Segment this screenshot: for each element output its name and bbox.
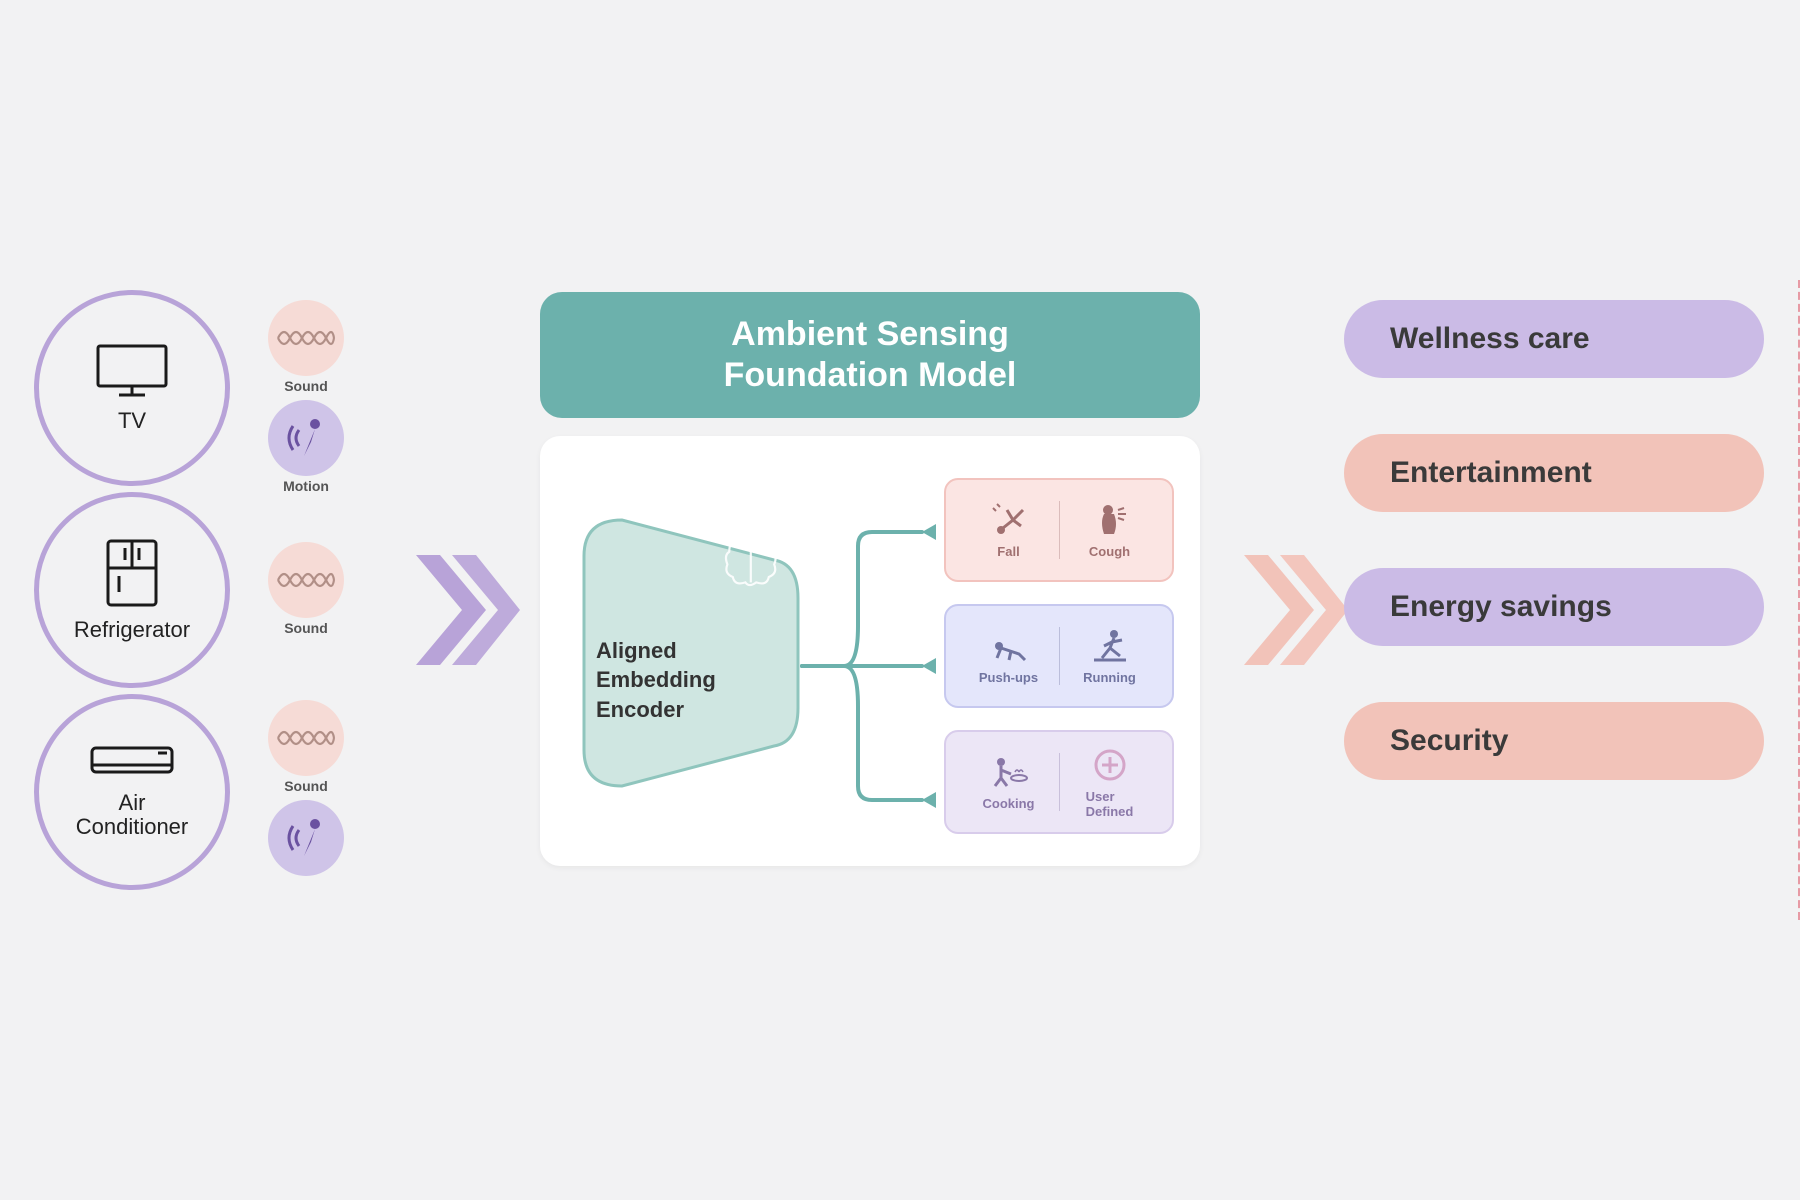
signal-sound [268, 542, 344, 618]
signal-motion [268, 400, 344, 476]
signal-sound-label: Sound [266, 778, 346, 794]
fridge-icon [105, 538, 159, 608]
model-title: Ambient Sensing Foundation Model [540, 292, 1200, 418]
activity-custom: Cooking User Defined [944, 730, 1174, 834]
soundwave-icon [276, 724, 336, 752]
divider [1059, 501, 1060, 559]
divider [1059, 627, 1060, 685]
activity-fitness: Push-ups Running [944, 604, 1174, 708]
signal-sound-label: Sound [266, 378, 346, 394]
output-entertainment: Entertainment [1344, 434, 1764, 512]
signal-sound [268, 300, 344, 376]
double-chevron-icon [1238, 545, 1348, 675]
output-security: Security [1344, 702, 1764, 780]
outputs-column: Wellness care Entertainment Energy savin… [1344, 300, 1764, 780]
signal-motion [268, 800, 344, 876]
activity-column: Fall Cough Push-ups [944, 478, 1174, 834]
motion-person-icon [279, 416, 333, 460]
fall-icon [989, 500, 1029, 540]
double-chevron-icon [410, 545, 520, 675]
tv-icon [95, 343, 169, 399]
soundwave-icon [276, 324, 336, 352]
fanout-arrows [798, 506, 938, 826]
pushup-icon [989, 626, 1029, 666]
soundwave-icon [276, 566, 336, 594]
activity-label: Cough [1089, 544, 1130, 559]
output-wellness: Wellness care [1344, 300, 1764, 378]
model-panel: Aligned Embedding Encoder [540, 436, 1200, 866]
device-tv-label: TV [118, 409, 146, 433]
arrow-left [410, 545, 520, 675]
cough-icon [1090, 500, 1130, 540]
device-tv: TV [34, 290, 230, 486]
activity-label: User Defined [1086, 789, 1134, 819]
device-aircon-label: Air Conditioner [76, 791, 189, 839]
cooking-icon [989, 752, 1029, 792]
activity-label: Push-ups [979, 670, 1038, 685]
motion-person-icon [279, 816, 333, 860]
encoder-block: Aligned Embedding Encoder [572, 508, 802, 798]
device-refrigerator: Refrigerator [34, 492, 230, 688]
ac-icon [89, 745, 175, 781]
signal-motion-label: Motion [266, 478, 346, 494]
plus-icon [1090, 745, 1130, 785]
signal-sound-label: Sound [266, 620, 346, 636]
output-energy: Energy savings [1344, 568, 1764, 646]
device-aircon: Air Conditioner [34, 694, 230, 890]
signal-sound [268, 700, 344, 776]
encoder-label: Aligned Embedding Encoder [596, 636, 736, 725]
divider [1059, 753, 1060, 811]
arrow-right [1238, 545, 1348, 675]
activity-health: Fall Cough [944, 478, 1174, 582]
running-icon [1090, 626, 1130, 666]
model-section: Ambient Sensing Foundation Model Aligned… [540, 292, 1200, 866]
activity-label: Running [1083, 670, 1136, 685]
activity-label: Fall [997, 544, 1019, 559]
activity-label: Cooking [983, 796, 1035, 811]
diagram-canvas: TV Refrigerator Air Conditioner [0, 0, 1800, 1200]
device-refrigerator-label: Refrigerator [74, 618, 190, 642]
